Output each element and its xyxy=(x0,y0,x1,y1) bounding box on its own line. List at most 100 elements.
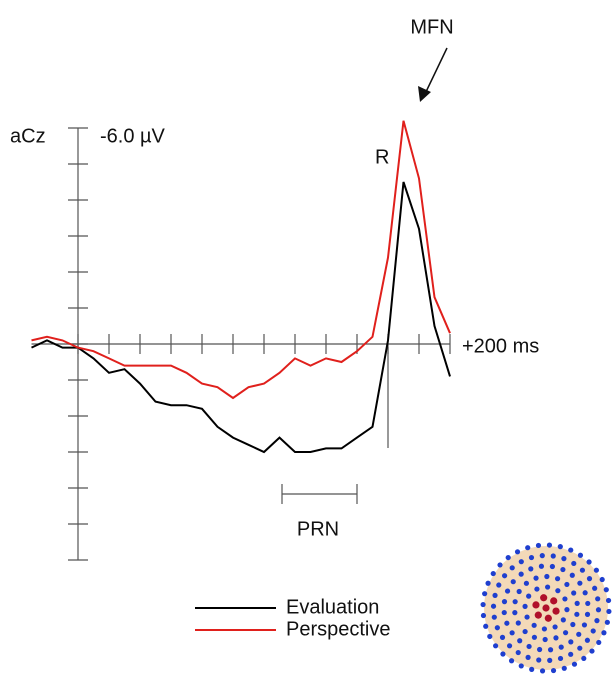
electrode xyxy=(554,576,561,582)
electrode xyxy=(490,570,496,577)
electrode xyxy=(522,628,528,635)
electrode xyxy=(560,617,566,623)
electrode xyxy=(592,585,598,591)
electrode xyxy=(533,575,539,581)
electrode xyxy=(490,603,497,609)
arrow-head xyxy=(418,86,431,102)
electrode xyxy=(601,630,607,636)
electrode xyxy=(510,579,516,585)
electrode xyxy=(596,639,602,646)
electrode xyxy=(542,604,550,612)
electrode xyxy=(560,566,566,573)
electrode xyxy=(539,553,545,559)
electrode xyxy=(574,600,580,606)
y-top-label: -6.0 µV xyxy=(100,125,166,147)
electrode xyxy=(482,591,488,597)
electrode xyxy=(501,573,508,579)
electrode xyxy=(581,655,587,662)
electrode-map xyxy=(480,542,612,674)
electrode xyxy=(595,596,601,602)
electrode xyxy=(571,590,577,596)
electrode xyxy=(564,581,570,588)
electrode xyxy=(505,554,511,561)
electrode xyxy=(509,630,515,636)
electrode xyxy=(549,563,555,570)
electrode xyxy=(557,544,563,550)
legend-label: Perspective xyxy=(286,618,391,640)
electrode xyxy=(552,624,558,630)
electrode xyxy=(537,646,543,653)
electrode xyxy=(568,651,574,657)
electrode xyxy=(606,608,612,615)
annotation: MFN xyxy=(410,16,453,38)
electrode xyxy=(504,588,511,594)
electrode xyxy=(532,601,540,609)
electrode xyxy=(593,567,600,573)
electrode xyxy=(515,620,521,626)
electrode xyxy=(509,565,515,571)
electrode xyxy=(539,668,546,674)
electrode xyxy=(557,655,564,662)
electrode xyxy=(534,611,542,619)
electrode xyxy=(492,643,499,649)
electrode xyxy=(524,614,530,620)
channel-label: aCz xyxy=(10,125,46,147)
electrode xyxy=(547,657,553,663)
electrode xyxy=(586,575,593,582)
electrode xyxy=(518,663,524,669)
electrode xyxy=(561,556,567,562)
electrode xyxy=(550,667,557,674)
electrode xyxy=(569,572,575,578)
electrode xyxy=(552,607,560,615)
electrode xyxy=(523,580,530,586)
x-end-label: +200 ms xyxy=(462,335,539,357)
electrode xyxy=(577,552,584,558)
electrode xyxy=(546,542,553,548)
electrode xyxy=(568,639,574,645)
electrode xyxy=(540,594,548,602)
electrode xyxy=(586,559,592,565)
electrode xyxy=(485,580,491,586)
electrode xyxy=(515,649,521,656)
electrode xyxy=(535,542,542,549)
electrode xyxy=(522,603,528,609)
electrode xyxy=(584,637,591,643)
electrode xyxy=(544,614,552,622)
electrode xyxy=(599,576,605,583)
series-line xyxy=(31,120,451,400)
electrode xyxy=(589,648,595,654)
electrode xyxy=(561,665,567,671)
electrode xyxy=(487,633,493,640)
electrode xyxy=(529,666,535,672)
electrode xyxy=(553,635,559,641)
electrode xyxy=(517,638,523,644)
annotation: R xyxy=(375,146,389,168)
electrode xyxy=(605,597,612,604)
electrode xyxy=(512,599,518,605)
electrode xyxy=(577,580,583,586)
electrode xyxy=(581,622,588,628)
electrode xyxy=(516,588,522,595)
electrode xyxy=(594,618,600,624)
electrode xyxy=(570,621,576,628)
electrode xyxy=(500,651,506,657)
electrode xyxy=(518,559,524,565)
electrode xyxy=(531,634,538,640)
legend-label: Evaluation xyxy=(286,596,379,618)
electrode xyxy=(512,610,518,616)
electrode xyxy=(584,611,591,617)
electrode xyxy=(525,654,531,660)
electrode xyxy=(585,600,591,607)
electrode xyxy=(562,596,568,602)
electrode xyxy=(564,607,570,613)
electrode xyxy=(541,626,547,632)
electrode xyxy=(550,597,558,605)
electrode xyxy=(582,590,588,596)
electrode xyxy=(604,619,610,625)
electrode xyxy=(547,647,554,653)
electrode xyxy=(568,547,574,553)
electrode xyxy=(496,582,502,588)
electrode xyxy=(590,628,596,634)
electrode xyxy=(595,607,602,613)
series-line xyxy=(31,181,451,454)
